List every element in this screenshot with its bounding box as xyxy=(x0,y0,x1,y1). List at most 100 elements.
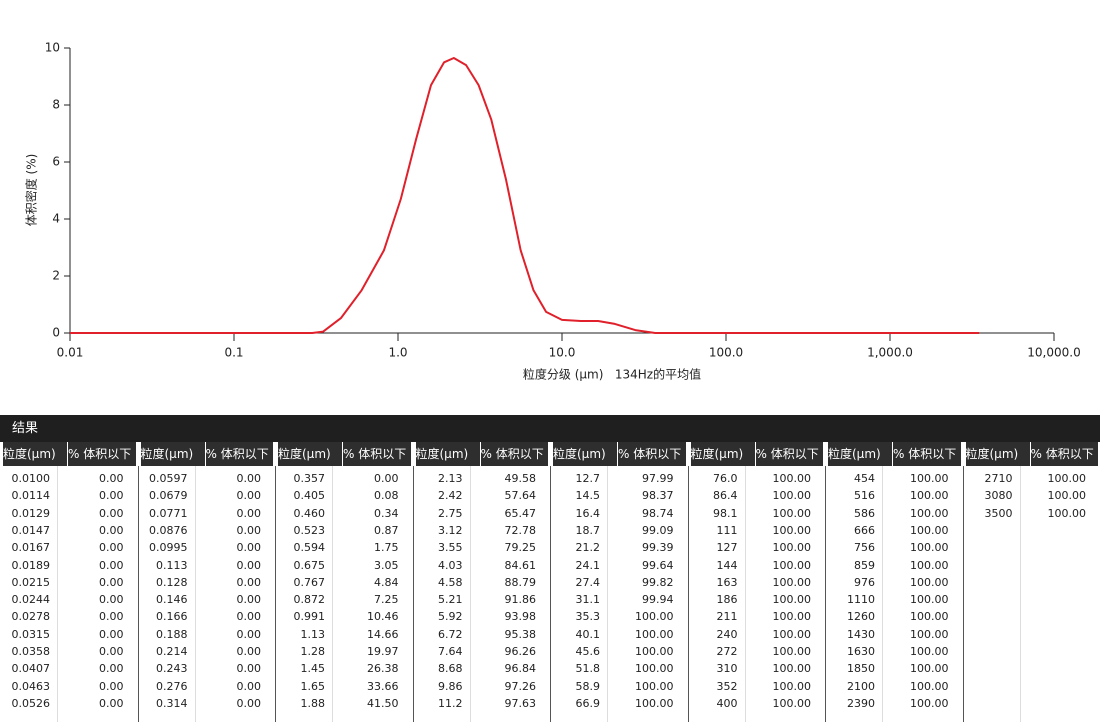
size-cell: 0.243 xyxy=(156,662,188,676)
column-header: 粒度(μm) xyxy=(415,442,480,466)
percent-cell: 79.25 xyxy=(504,541,537,555)
percent-cell: 0.00 xyxy=(374,472,399,485)
percent-cell: 0.00 xyxy=(99,610,124,624)
percent-cell: 100.00 xyxy=(635,645,674,658)
size-cell: 1260 xyxy=(847,610,875,624)
column-divider xyxy=(194,466,196,722)
percent-cell: 33.66 xyxy=(367,679,399,693)
size-cell: 0.0407 xyxy=(11,662,51,676)
percent-cell: 10.46 xyxy=(367,610,399,624)
percent-cell: 0.00 xyxy=(236,593,262,607)
column-divider xyxy=(744,466,746,722)
size-cell: 58.9 xyxy=(575,679,601,693)
size-cell: 666 xyxy=(854,523,875,537)
size-cell: 2.42 xyxy=(438,489,463,503)
size-cell: 24.1 xyxy=(575,558,601,572)
column-divider xyxy=(469,466,471,722)
column-header: % 体积以下 xyxy=(618,442,686,466)
size-cell: 2100 xyxy=(847,679,875,693)
size-cell: 8.68 xyxy=(438,662,463,676)
percent-cell: 100.00 xyxy=(635,696,674,710)
size-cell: 272 xyxy=(716,645,738,658)
table-title: 结果 xyxy=(12,421,39,436)
column-header: % 体积以下 xyxy=(343,442,411,466)
size-cell: 756 xyxy=(854,541,875,555)
size-cell: 4.03 xyxy=(438,558,463,572)
percent-cell: 100.00 xyxy=(910,662,949,676)
size-cell: 0.0679 xyxy=(149,489,188,503)
size-cell: 1.88 xyxy=(300,696,326,710)
size-cell: 310 xyxy=(716,662,738,676)
percent-cell: 0.00 xyxy=(236,489,262,503)
percent-cell: 100.00 xyxy=(910,506,949,520)
y-tick-label: 4 xyxy=(52,212,60,226)
size-cell: 186 xyxy=(716,593,738,607)
percent-cell: 100.00 xyxy=(910,627,949,641)
size-cell: 0.214 xyxy=(156,645,188,658)
percent-cell: 0.00 xyxy=(236,558,262,572)
percent-cell: 7.25 xyxy=(374,593,399,607)
percent-cell: 97.63 xyxy=(504,696,537,710)
column-divider xyxy=(882,466,883,722)
size-cell: 2.75 xyxy=(438,506,463,520)
size-cell: 5.21 xyxy=(438,593,463,607)
block-divider xyxy=(137,466,139,722)
size-cell: 586 xyxy=(854,506,875,520)
percent-cell: 72.78 xyxy=(504,523,537,537)
size-cell: 516 xyxy=(854,489,875,503)
percent-cell: 0.00 xyxy=(236,506,262,520)
size-cell: 144 xyxy=(716,558,738,572)
size-cell: 0.460 xyxy=(293,506,326,520)
percent-cell: 100.00 xyxy=(772,472,812,485)
percent-cell: 0.00 xyxy=(99,662,124,676)
size-cell: 352 xyxy=(716,679,738,693)
size-cell: 111 xyxy=(716,523,738,537)
size-cell: 3.12 xyxy=(438,523,463,537)
size-cell: 0.0147 xyxy=(11,523,51,537)
size-cell: 211 xyxy=(716,610,738,624)
percent-cell: 0.00 xyxy=(236,575,262,589)
size-cell: 0.594 xyxy=(293,541,326,555)
size-cell: 51.8 xyxy=(575,662,601,676)
percent-cell: 0.00 xyxy=(99,523,124,537)
percent-cell: 99.64 xyxy=(642,558,674,572)
size-cell: 454 xyxy=(854,472,875,485)
percent-cell: 41.50 xyxy=(367,696,399,710)
size-cell: 127 xyxy=(716,541,738,555)
y-tick-label: 6 xyxy=(52,155,60,169)
column-header: 粒度(μm) xyxy=(3,442,67,466)
size-cell: 0.0114 xyxy=(11,489,51,503)
percent-cell: 0.34 xyxy=(374,506,399,520)
column-divider xyxy=(607,466,608,722)
percent-cell: 100.00 xyxy=(910,472,949,485)
x-tick-label: 0.01 xyxy=(57,346,84,360)
column-divider xyxy=(1019,466,1021,722)
size-cell: 27.4 xyxy=(575,575,601,589)
percent-cell: 99.09 xyxy=(642,523,674,537)
percent-cell: 100.00 xyxy=(910,696,949,710)
block-divider xyxy=(412,466,414,722)
percent-cell: 65.47 xyxy=(504,506,537,520)
percent-cell: 0.00 xyxy=(99,645,124,658)
size-cell: 0.0278 xyxy=(11,610,51,624)
column-header: % 体积以下 xyxy=(755,442,823,466)
percent-cell: 93.98 xyxy=(504,610,537,624)
size-cell: 0.0244 xyxy=(11,593,51,607)
percent-cell: 100.00 xyxy=(1047,472,1087,485)
percent-cell: 100.00 xyxy=(910,489,949,503)
size-cell: 12.7 xyxy=(575,472,601,485)
percent-cell: 0.00 xyxy=(236,472,262,485)
percent-cell: 0.00 xyxy=(236,662,262,676)
size-cell: 14.5 xyxy=(575,489,601,503)
size-cell: 0.0876 xyxy=(149,523,188,537)
block-divider xyxy=(825,466,826,722)
percent-cell: 100.00 xyxy=(772,523,812,537)
percent-cell: 0.00 xyxy=(99,696,124,710)
percent-cell: 0.00 xyxy=(236,541,262,555)
percent-cell: 100.00 xyxy=(635,627,674,641)
size-cell: 40.1 xyxy=(575,627,601,641)
size-cell: 1.45 xyxy=(300,662,326,676)
x-tick-label: 10,000.0 xyxy=(1027,346,1080,360)
size-cell: 0.0100 xyxy=(11,472,51,485)
percent-cell: 99.94 xyxy=(642,593,674,607)
